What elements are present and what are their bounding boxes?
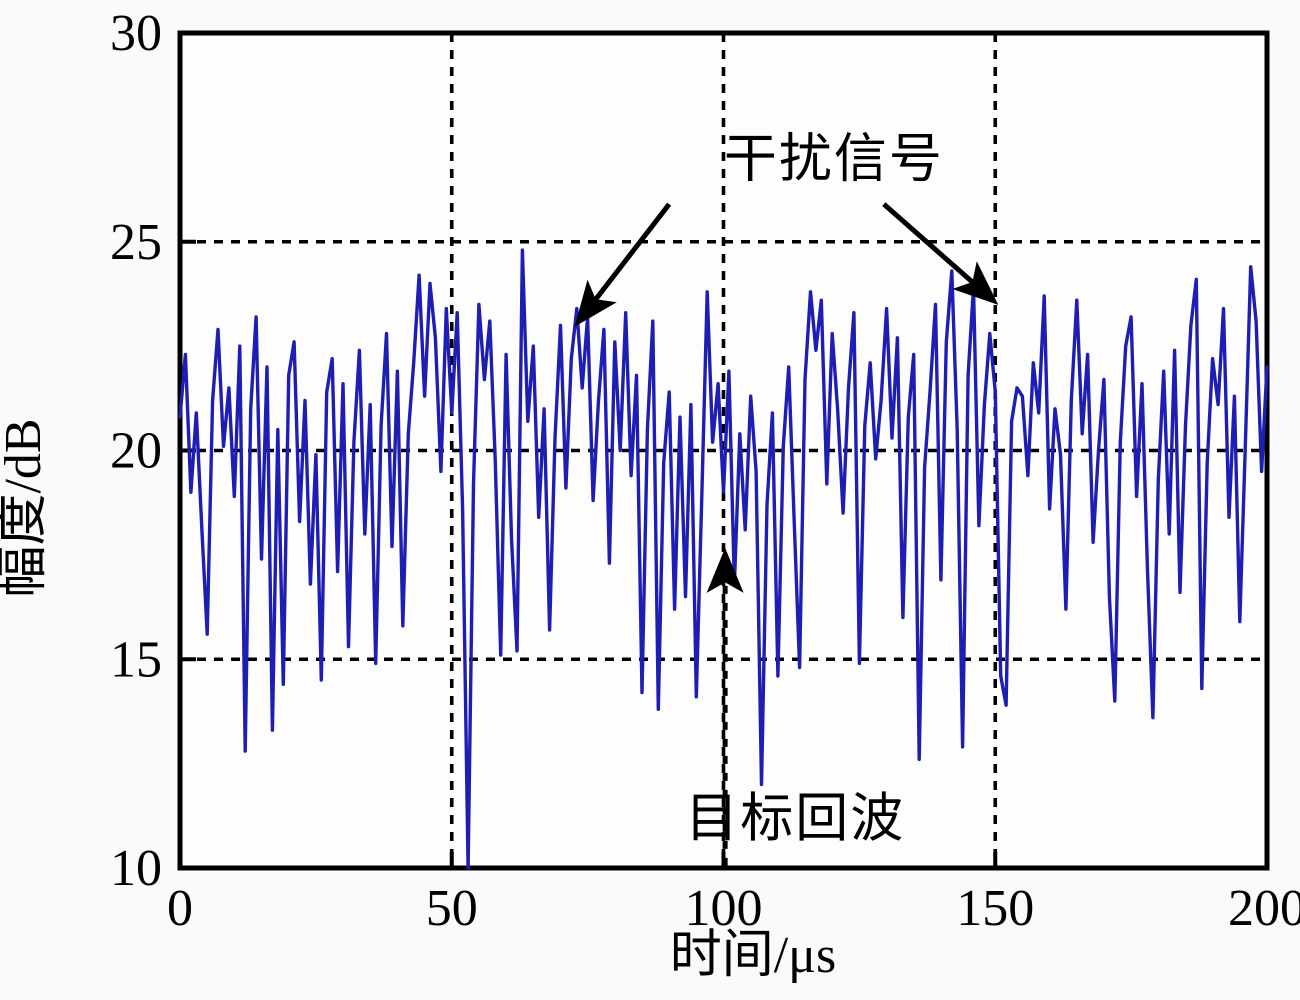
- x-tick-label: 100: [685, 880, 763, 937]
- gridlines: [180, 33, 1267, 868]
- x-tick-label: 200: [1228, 880, 1300, 937]
- x-tick-label: 0: [167, 880, 193, 937]
- y-tick-label: 10: [110, 840, 162, 897]
- target-echo-label: 目标回波: [685, 790, 905, 848]
- y-axis-label: 幅度/dB: [0, 418, 52, 597]
- y-tick-label: 25: [110, 214, 162, 271]
- y-tick-labels: 30 25 20 15 10: [110, 5, 162, 897]
- y-tick-label: 15: [110, 631, 162, 688]
- signal-trace: [178, 248, 1269, 870]
- x-tick-labels: 0 50 100 150 200: [167, 880, 1300, 937]
- interference-signal-label: 干扰信号: [724, 130, 944, 188]
- y-tick-label: 30: [110, 5, 162, 62]
- y-tick-label: 20: [110, 423, 162, 480]
- interference-signal-arrow: [882, 202, 999, 305]
- x-axis-label: 时间/μs: [670, 927, 837, 984]
- x-tick-label: 50: [426, 880, 478, 937]
- x-tick-label: 150: [956, 880, 1034, 937]
- interference-signal-arrow: [574, 202, 672, 327]
